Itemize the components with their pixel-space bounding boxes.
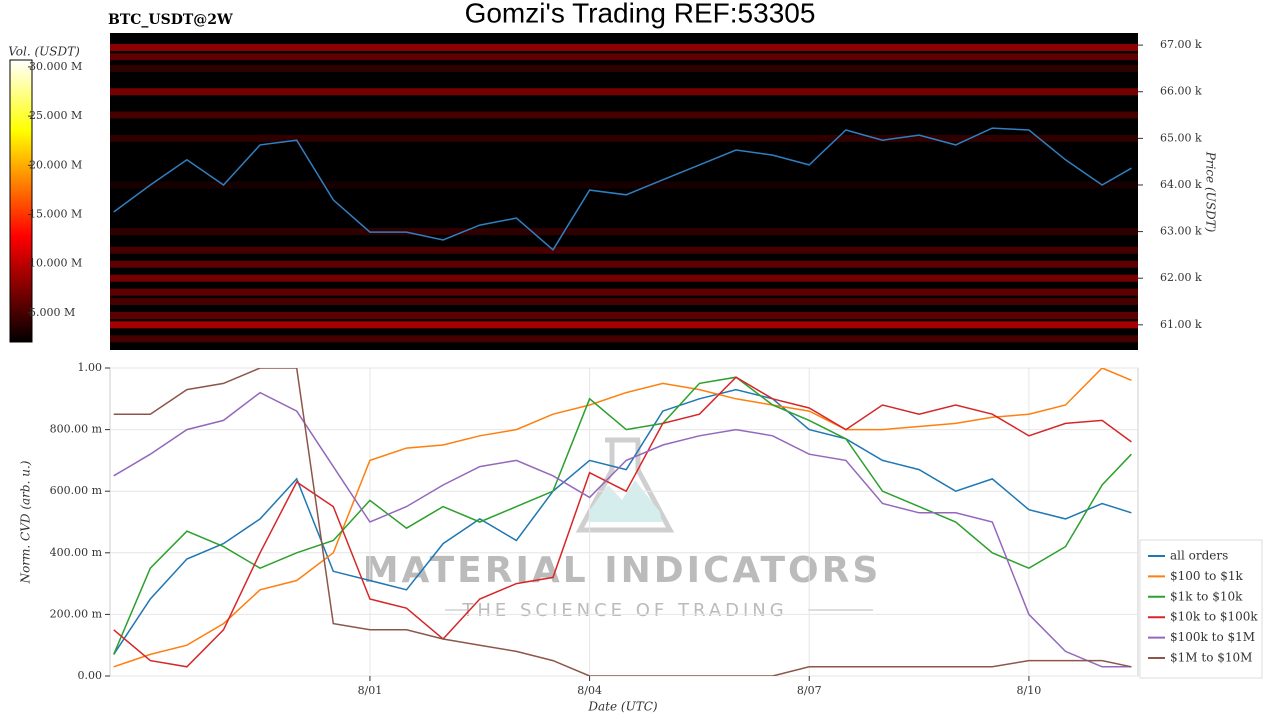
heat-band [110,312,1138,320]
x-tick-label: 8/01 [358,684,383,697]
cvd-line [113,376,1132,668]
heat-band [110,321,1138,329]
x-tick-label: 8/10 [1017,684,1042,697]
watermark-logo [575,437,675,533]
legend-label: $1k to $10k [1170,589,1243,603]
y-tick-label: 64.00 k [1160,178,1202,191]
heat-band [110,298,1138,306]
y-tick-label: 62.00 k [1160,271,1202,284]
legend-label: all orders [1170,549,1228,563]
price-line [113,127,1132,251]
heat-band [110,43,1138,51]
y-tick-label: 61.00 k [1160,318,1202,331]
lines-layer [113,368,1132,676]
y-axis-label: Price (USDT) [1204,151,1218,233]
heat-band [110,88,1138,96]
plot-area [109,367,1139,677]
heat-band [110,288,1138,296]
cvd-line [113,368,1132,676]
colorbar-tick-label: 30.000 M [29,60,82,73]
heat-band [110,335,1138,343]
y-tick-label: 66.00 k [1160,85,1202,98]
heat-band [110,181,1138,189]
legend-label: $10k to $100k [1170,610,1258,624]
legend [1139,539,1263,679]
colorbar-tick-label: 5.000 M [29,306,75,319]
x-tick-label: 8/04 [577,684,602,697]
heat-band [110,53,1138,61]
cvd-line [113,368,1132,668]
heat-band [110,246,1138,254]
x-axis-label: Date (UTC) [587,700,657,714]
colorbar-tick-label: 15.000 M [29,208,82,221]
heat-band [110,111,1138,119]
y-tick-label: 400.00 m [50,546,103,559]
y-tick-label: 1.00 [78,361,103,374]
heat-band [110,134,1138,142]
heat-band [110,64,1138,72]
y-tick-label: 200.00 m [50,607,103,620]
heat-band [110,228,1138,236]
subtitle: BTC_USDT@2W [108,12,233,28]
legend-label: $1M to $10M [1170,651,1252,665]
y-tick-label: 63.00 k [1160,225,1202,238]
colorbar [9,59,33,343]
heatmap-layer [110,43,1138,343]
legend-label: $100 to $1k [1170,569,1243,583]
colorbar-tick-label: 25.000 M [29,109,82,122]
cvd-line [113,391,1132,668]
chart-title: Gomzi's Trading REF:53305 [465,0,816,28]
heat-band [110,274,1138,282]
colorbar-label: Vol. (USDT) [8,45,80,59]
watermark-subtext: THE SCIENCE OF TRADING [461,600,787,621]
cvd-line [113,376,1132,655]
y-tick-label: 800.00 m [50,423,103,436]
colorbar-tick-label: 20.000 M [29,158,82,171]
y-axis-label: Norm. CVD (arb. u.) [19,460,33,584]
y-tick-label: 67.00 k [1160,38,1202,51]
y-tick-label: 65.00 k [1160,131,1202,144]
y-tick-label: 600.00 m [50,484,103,497]
heatmap-background [110,33,1138,350]
y-tick-label: 0.00 [78,669,103,682]
legend-label: $100k to $1M [1170,630,1255,644]
heat-band [110,260,1138,268]
watermark-text: MATERIAL INDICATORS [363,550,882,591]
colorbar-tick-label: 10.000 M [29,257,82,270]
cvd-line [113,388,1132,655]
x-tick-label: 8/07 [797,684,822,697]
